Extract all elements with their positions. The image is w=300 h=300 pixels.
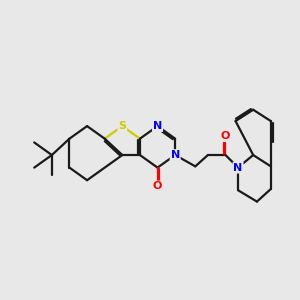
Text: O: O [153, 182, 162, 191]
Text: N: N [153, 121, 162, 131]
Text: N: N [170, 150, 180, 160]
Text: O: O [221, 131, 230, 141]
Text: S: S [118, 121, 126, 131]
Text: N: N [233, 163, 243, 172]
